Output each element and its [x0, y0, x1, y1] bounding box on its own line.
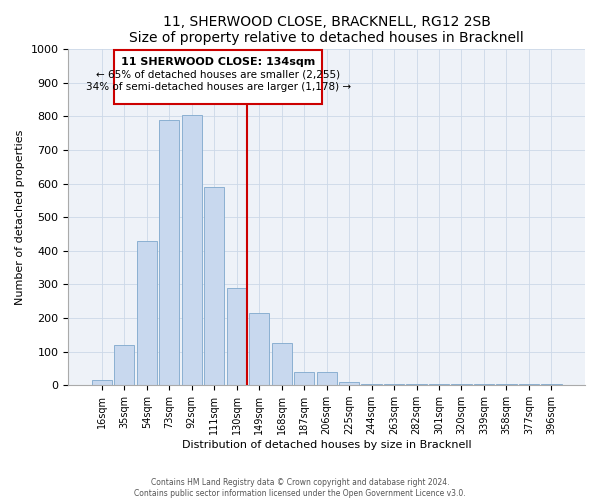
- Bar: [384, 384, 404, 385]
- Bar: [249, 313, 269, 385]
- Bar: [182, 114, 202, 385]
- Bar: [294, 372, 314, 385]
- Bar: [361, 384, 382, 385]
- Y-axis label: Number of detached properties: Number of detached properties: [15, 130, 25, 305]
- Bar: [204, 187, 224, 385]
- Bar: [474, 384, 494, 385]
- Text: 11 SHERWOOD CLOSE: 134sqm: 11 SHERWOOD CLOSE: 134sqm: [121, 56, 316, 66]
- Title: 11, SHERWOOD CLOSE, BRACKNELL, RG12 2SB
Size of property relative to detached ho: 11, SHERWOOD CLOSE, BRACKNELL, RG12 2SB …: [129, 15, 524, 45]
- Text: ← 65% of detached houses are smaller (2,255): ← 65% of detached houses are smaller (2,…: [96, 70, 340, 80]
- X-axis label: Distribution of detached houses by size in Bracknell: Distribution of detached houses by size …: [182, 440, 472, 450]
- Bar: [227, 288, 247, 385]
- FancyBboxPatch shape: [114, 50, 322, 104]
- Bar: [159, 120, 179, 385]
- Bar: [541, 384, 562, 385]
- Text: 34% of semi-detached houses are larger (1,178) →: 34% of semi-detached houses are larger (…: [86, 82, 351, 92]
- Bar: [339, 382, 359, 385]
- Bar: [137, 240, 157, 385]
- Bar: [92, 380, 112, 385]
- Bar: [272, 343, 292, 385]
- Bar: [451, 384, 472, 385]
- Bar: [406, 384, 427, 385]
- Bar: [496, 384, 517, 385]
- Bar: [519, 384, 539, 385]
- Bar: [317, 372, 337, 385]
- Text: Contains HM Land Registry data © Crown copyright and database right 2024.
Contai: Contains HM Land Registry data © Crown c…: [134, 478, 466, 498]
- Bar: [114, 345, 134, 385]
- Bar: [429, 384, 449, 385]
